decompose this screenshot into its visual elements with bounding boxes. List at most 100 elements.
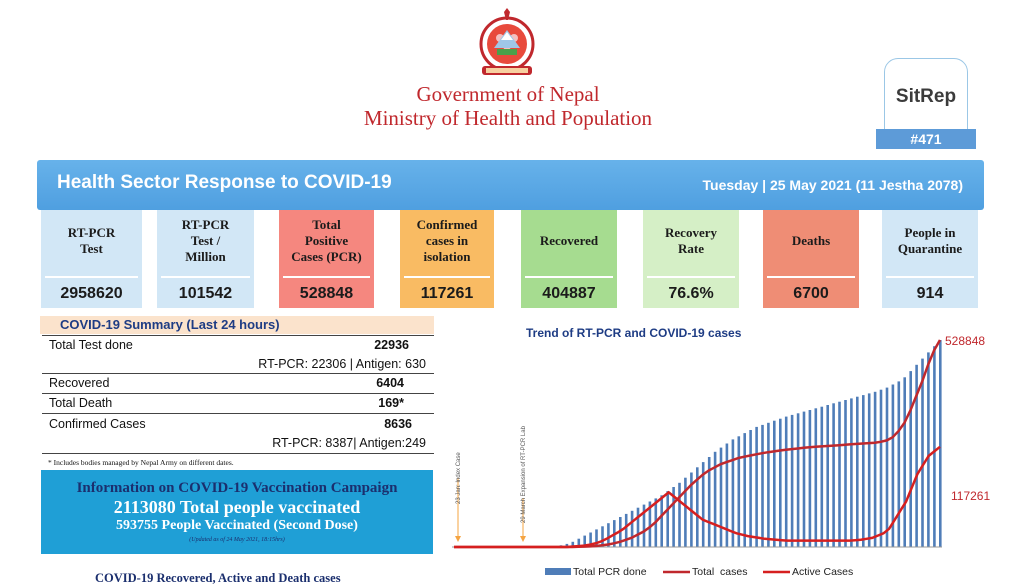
vaccination-second-dose: 593755 People Vaccinated (Second Dose) xyxy=(116,518,358,533)
summary-confirmed-value: 8636 xyxy=(384,417,412,431)
summary-title: COVID-19 Summary (Last 24 hours) xyxy=(60,317,280,332)
pcr-bars xyxy=(547,340,942,548)
pcr-bar xyxy=(767,422,770,547)
pcr-bar xyxy=(749,430,752,547)
summary-divider xyxy=(42,393,434,394)
pcr-bar xyxy=(737,436,741,547)
card-value: 117261 xyxy=(420,285,474,302)
summary-confirmed-label: Confirmed Cases xyxy=(49,417,146,431)
summary-recovered-label: Recovered xyxy=(49,376,110,390)
vaccination-total: 2113080 Total people vaccinated xyxy=(113,497,361,517)
pcr-bar xyxy=(601,526,604,547)
annotation-lab-expansion: 29 March Expansion of RT-PCR Lab xyxy=(521,425,527,523)
card-label: RT-PCR Test / Million xyxy=(181,217,230,264)
card-divider xyxy=(161,276,250,278)
summary-confirmed-breakdown: RT-PCR: 8387| Antigen:249 xyxy=(272,436,426,450)
pcr-bar xyxy=(939,340,942,547)
pcr-bar xyxy=(577,538,581,547)
chart-title: Trend of RT-PCR and COVID-19 cases xyxy=(526,326,742,340)
card-label: Recovery Rate xyxy=(665,225,717,256)
summary-divider xyxy=(42,335,434,336)
pcr-bar xyxy=(790,414,794,547)
pcr-bar xyxy=(927,352,930,547)
card-label: People in Quarantine xyxy=(897,225,963,256)
title-banner xyxy=(37,160,984,210)
card-label: Recovered xyxy=(539,233,599,248)
summary-divider xyxy=(42,413,434,414)
pcr-bar xyxy=(832,403,835,547)
summary-death-value: 169* xyxy=(378,396,404,410)
pcr-bar xyxy=(755,426,758,547)
pcr-bar xyxy=(879,389,883,547)
summary-divider xyxy=(42,373,434,374)
card-value: 6700 xyxy=(793,285,829,302)
summary-total-test-value: 22936 xyxy=(374,338,409,352)
pcr-bar xyxy=(672,487,675,547)
bottom-section-title: COVID-19 Recovered, Active and Death cas… xyxy=(95,571,341,585)
pcr-bar xyxy=(701,462,705,547)
card-recovered: Recovered 404887 xyxy=(521,210,617,308)
card-value: 404887 xyxy=(542,285,596,302)
card-divider xyxy=(647,276,735,278)
pcr-bar xyxy=(642,504,646,547)
pcr-bar xyxy=(820,406,824,547)
pcr-bar xyxy=(915,364,918,547)
card-divider xyxy=(45,276,138,278)
pcr-bar xyxy=(867,393,871,547)
pcr-bar xyxy=(796,413,800,547)
pcr-bar xyxy=(856,396,859,547)
vaccination-title: Information on COVID-19 Vaccination Camp… xyxy=(76,480,398,496)
summary-death-label: Total Death xyxy=(49,396,113,410)
pcr-bar xyxy=(761,424,764,547)
pcr-bar xyxy=(891,384,895,547)
summary-header-bar xyxy=(40,316,434,334)
pcr-bar xyxy=(660,495,663,548)
card-divider xyxy=(886,276,974,278)
annotation-arrow-icon xyxy=(455,536,461,542)
annotation-arrow-icon xyxy=(520,536,526,542)
pcr-bar xyxy=(636,507,640,547)
pcr-bar xyxy=(779,418,782,547)
vaccination-box xyxy=(41,470,433,554)
pcr-bar xyxy=(802,411,806,547)
total-cases-end-label: 528848 xyxy=(945,334,985,348)
active-cases-end-label: 117261 xyxy=(951,489,990,503)
pcr-bar xyxy=(873,391,877,548)
card-label: RT-PCR Test xyxy=(67,225,116,256)
legend-pcr-swatch xyxy=(545,568,571,575)
pcr-bar xyxy=(850,398,853,547)
summary-total-test-label: Total Test done xyxy=(49,338,133,352)
pcr-bar xyxy=(684,477,687,547)
banner-title: Health Sector Response to COVID-19 xyxy=(57,172,392,193)
pcr-bar xyxy=(583,535,586,547)
pcr-bar xyxy=(826,405,829,547)
nepal-emblem-icon xyxy=(470,8,544,78)
active-cases-line xyxy=(454,445,941,549)
pcr-bar xyxy=(814,408,818,547)
pcr-bar xyxy=(666,491,669,547)
card-total-positive: Total Positive Cases (PCR) 528848 xyxy=(279,210,374,308)
card-divider xyxy=(283,276,370,278)
card-label: Deaths xyxy=(791,233,831,248)
legend-active-label: Active Cases xyxy=(792,566,853,578)
pcr-bar xyxy=(784,416,788,547)
legend-total-label: Total cases xyxy=(692,566,747,578)
card-divider xyxy=(525,276,613,278)
pcr-bar xyxy=(897,381,901,547)
card-divider xyxy=(767,276,855,278)
pcr-bar xyxy=(678,482,681,547)
pcr-bar xyxy=(607,523,610,547)
card-deaths: Deaths 6700 xyxy=(763,210,859,308)
summary-divider xyxy=(42,453,434,454)
card-value: 2958620 xyxy=(60,285,123,302)
card-value: 914 xyxy=(916,285,944,302)
sitrep-number: #471 xyxy=(876,129,976,149)
card-rtpcr-test: RT-PCR Test 2958620 xyxy=(41,210,142,308)
pcr-bar xyxy=(773,420,776,547)
legend-pcr-label: Total PCR done xyxy=(573,566,647,578)
card-isolation: Confirmed cases in isolation 117261 xyxy=(400,210,494,308)
pcr-bar xyxy=(595,529,598,547)
pcr-bar xyxy=(921,358,924,547)
pcr-bar xyxy=(903,377,906,547)
pcr-bar xyxy=(838,401,841,547)
